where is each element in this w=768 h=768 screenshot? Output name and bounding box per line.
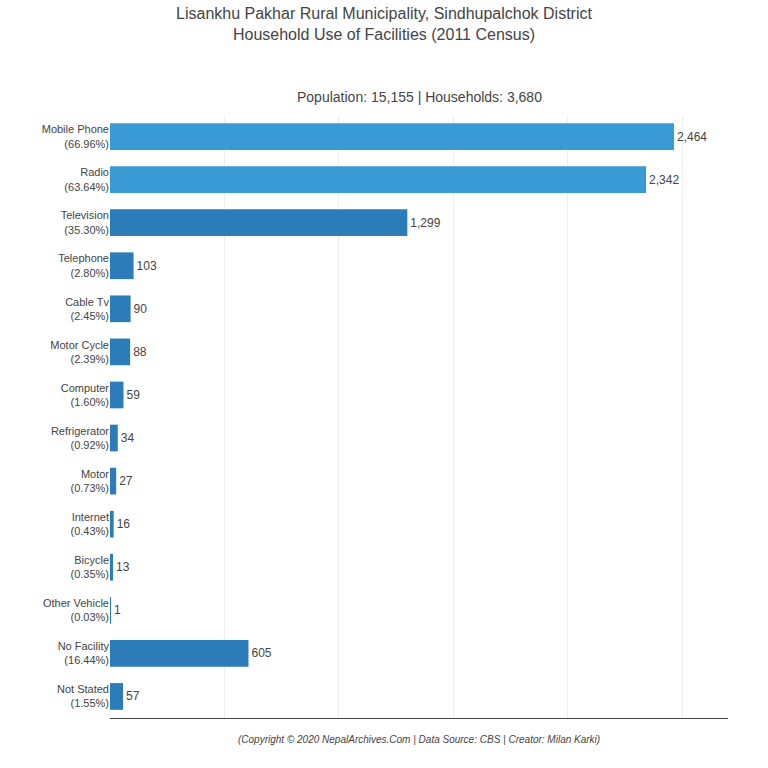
svg-text:Computer(1.60%): Computer(1.60%) bbox=[61, 382, 110, 408]
svg-text:2,464: 2,464 bbox=[677, 130, 707, 144]
svg-text:103: 103 bbox=[137, 259, 157, 273]
svg-text:Refrigerator(0.92%): Refrigerator(0.92%) bbox=[51, 425, 109, 451]
svg-text:27: 27 bbox=[119, 474, 133, 488]
svg-text:No Facility(16.44%): No Facility(16.44%) bbox=[58, 640, 110, 666]
svg-text:88: 88 bbox=[133, 345, 147, 359]
svg-text:Not Stated(1.55%): Not Stated(1.55%) bbox=[57, 683, 109, 709]
svg-text:1,299: 1,299 bbox=[410, 216, 440, 230]
svg-text:(Copyright © 2020 NepalArchive: (Copyright © 2020 NepalArchives.Com | Da… bbox=[238, 734, 600, 745]
svg-text:2,342: 2,342 bbox=[649, 173, 679, 187]
svg-text:605: 605 bbox=[251, 646, 271, 660]
svg-text:57: 57 bbox=[126, 689, 140, 703]
svg-text:Cable Tv(2.45%): Cable Tv(2.45%) bbox=[65, 296, 109, 322]
svg-text:13: 13 bbox=[116, 560, 130, 574]
svg-text:59: 59 bbox=[127, 388, 141, 402]
svg-text:Motor Cycle(2.39%): Motor Cycle(2.39%) bbox=[50, 339, 109, 365]
svg-text:1: 1 bbox=[114, 603, 121, 617]
svg-text:Bicycle(0.35%): Bicycle(0.35%) bbox=[70, 554, 109, 580]
svg-text:90: 90 bbox=[134, 302, 148, 316]
svg-text:Television(35.30%): Television(35.30%) bbox=[61, 209, 109, 235]
svg-text:Radio(63.64%): Radio(63.64%) bbox=[64, 166, 109, 192]
svg-text:34: 34 bbox=[121, 431, 135, 445]
svg-text:Telephone(2.80%): Telephone(2.80%) bbox=[58, 252, 109, 278]
svg-text:Motor(0.73%): Motor(0.73%) bbox=[70, 468, 109, 494]
svg-text:Lisankhu Pakhar Rural Municipa: Lisankhu Pakhar Rural Municipality, Sind… bbox=[176, 5, 592, 43]
svg-text:Internet(0.43%): Internet(0.43%) bbox=[70, 511, 109, 537]
svg-text:16: 16 bbox=[117, 517, 131, 531]
svg-text:Population: 15,155 | Household: Population: 15,155 | Households: 3,680 bbox=[297, 89, 542, 105]
svg-text:Mobile Phone(66.96%): Mobile Phone(66.96%) bbox=[42, 123, 109, 149]
svg-text:Other Vehicle(0.03%): Other Vehicle(0.03%) bbox=[43, 597, 109, 623]
